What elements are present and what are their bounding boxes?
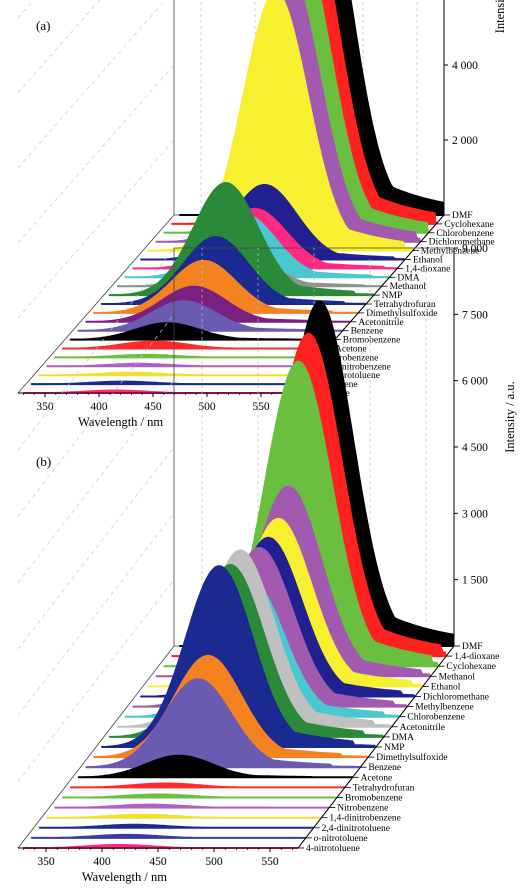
chart-panel-a: DMFCyclohexaneChlorobenzeneDichlorometha… [17, 0, 507, 429]
series-label: Cyclohexane [446, 662, 496, 672]
x-tick-label: 500 [205, 856, 223, 868]
x-axis-title: Wavelength / nm [78, 415, 163, 429]
series-label: Tetrahydrofuran [353, 782, 415, 793]
series-label: NMP [384, 743, 405, 753]
series-label: Chlorobenzene [436, 229, 494, 239]
x-tick-label: 350 [37, 856, 55, 868]
side-gridline [17, 314, 175, 517]
series-label: Ethanol [431, 682, 461, 692]
series-label: Acetonitrile [358, 318, 403, 328]
z-tick-label: 4 000 [452, 60, 478, 72]
series-label: Bromobenzene [345, 794, 403, 804]
series-label: Methylbenzene [421, 247, 480, 257]
x-tick-label: 400 [93, 856, 111, 868]
series-label: Methanol [390, 282, 427, 292]
spectrum-benzene [77, 300, 343, 332]
series-label: DMF [462, 642, 483, 652]
series-label: Ethanol [413, 256, 443, 266]
side-gridline [17, 0, 100, 94]
series-label: 1,4-dinitrobenzene [329, 814, 401, 824]
series-label: Cyclohexane [444, 220, 494, 230]
side-gridline [17, 446, 175, 650]
series-label: Acetonitrile [400, 723, 445, 733]
series-label: 1,4-dinitrobenzene [319, 362, 391, 372]
series-label: Bromobenzene [343, 336, 401, 346]
z-tick-label: 9 000 [462, 243, 488, 255]
x-tick-label: 450 [144, 401, 162, 413]
side-gridline [17, 247, 175, 451]
z-tick-label: 6 000 [462, 376, 488, 388]
side-gridline [17, 513, 175, 716]
panel-label: (b) [36, 454, 51, 469]
series-label: 2,4-dinitrotoluene [322, 824, 390, 834]
series-label: Methylbenzene [415, 703, 474, 713]
depth-axis [297, 645, 455, 849]
x-tick-label: 500 [198, 401, 216, 413]
series-label: Nitrobenzene [337, 804, 388, 814]
panel-label: (a) [36, 18, 50, 33]
series-label: 1,4-dioxane [405, 264, 450, 274]
series-label: Methanol [439, 672, 476, 682]
series-label: Nitrobenzene [327, 353, 378, 363]
chart-panel-b: DMF1,4-dioxaneCyclohexaneMethanolEthanol… [17, 243, 517, 884]
spectrum-benzene [85, 678, 362, 768]
z-tick-label: 1 500 [462, 575, 488, 587]
spectrum-acetone [61, 340, 328, 349]
x-tick-label: 450 [149, 856, 167, 868]
series-label: Chlorobenzene [407, 713, 465, 723]
side-gridline [17, 380, 175, 583]
z-axis-title: Intensity / a.u. [493, 0, 507, 33]
series-label: Dimethylsulfoxide [366, 308, 437, 319]
spectrum-nmp [108, 182, 375, 296]
series-label: DMA [392, 733, 414, 743]
side-gridline [17, 64, 175, 244]
z-tick-label: 3 000 [462, 508, 488, 520]
series-label: Benzene [351, 327, 384, 337]
series-label: Dichloromethane [429, 238, 495, 248]
series-label: Acetone [335, 345, 367, 355]
z-tick-label: 7 500 [462, 309, 488, 321]
side-gridline [17, 0, 35, 19]
series-label: Tetrahydrofuran [374, 299, 436, 310]
x-tick-label: 350 [36, 401, 54, 413]
series-label: 2,4-dinitrotoluene [312, 371, 380, 381]
series-label: DMF [452, 211, 473, 221]
z-axis-title: Intensity / a.u. [503, 381, 517, 453]
series-label: Acetone [361, 773, 393, 783]
series-label: NMP [382, 291, 403, 301]
series-label: Dimethylsulfoxide [376, 752, 447, 763]
series-label: DMA [397, 273, 419, 283]
series-label: o-nitrotoluene [314, 834, 368, 844]
series-label: Benzene [368, 763, 401, 773]
z-tick-label: 4 500 [462, 442, 488, 454]
series-label: 1,4-dioxane [454, 652, 499, 662]
series-label: Dichloromethane [423, 693, 489, 703]
z-tick-label: 2 000 [452, 135, 478, 147]
series-label: 4-nitrotoluene [306, 844, 360, 854]
x-tick-label: 550 [261, 856, 279, 868]
x-tick-label: 550 [252, 401, 270, 413]
x-tick-label: 400 [90, 401, 108, 413]
side-gridline [17, 579, 175, 782]
spectrum-nmp [101, 565, 377, 748]
x-axis-title: Wavelength / nm [82, 870, 167, 884]
